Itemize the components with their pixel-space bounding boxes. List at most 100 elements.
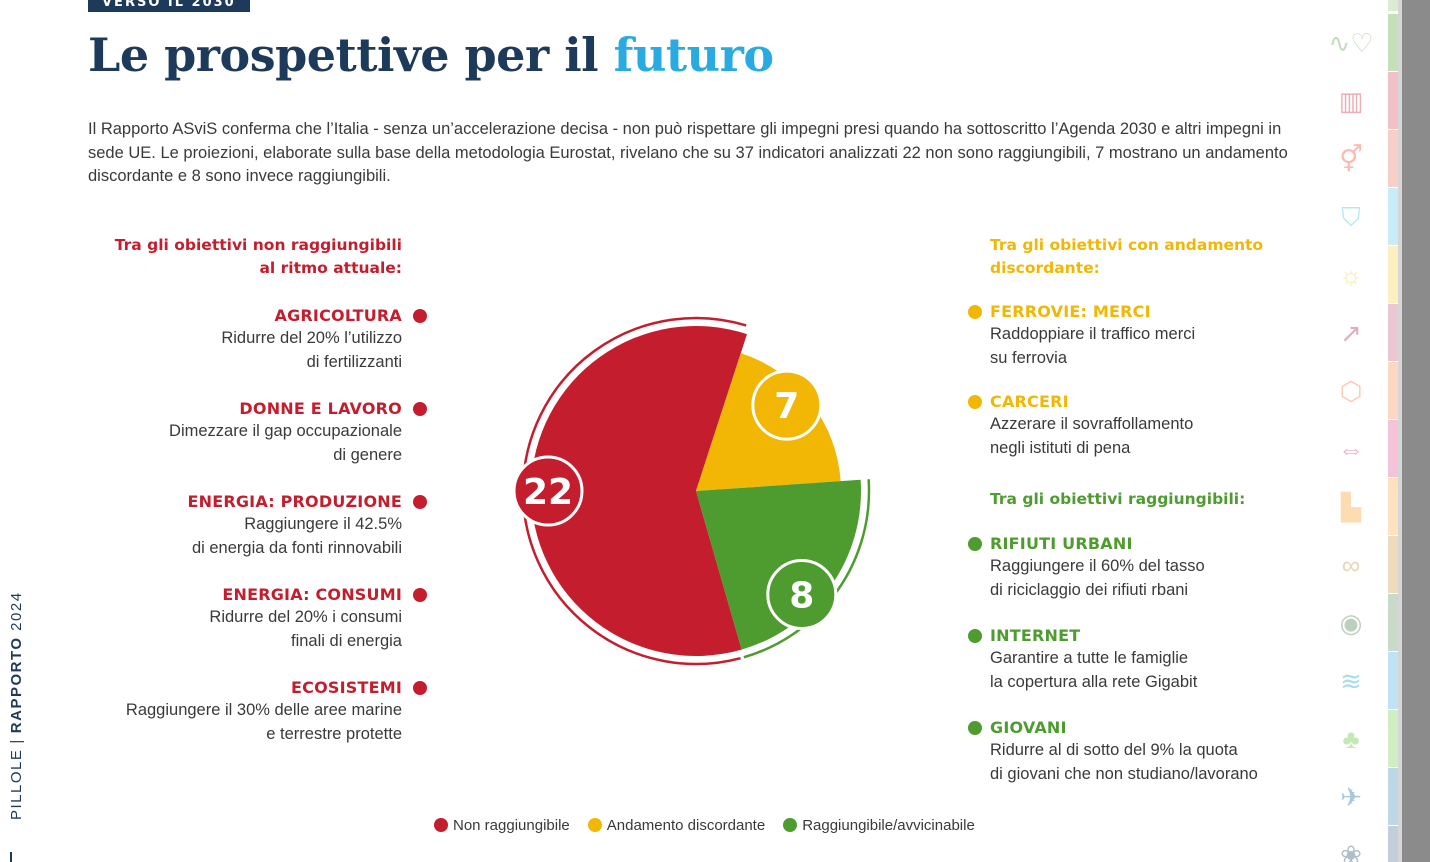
item-desc: Raddoppiare il traffico merci [990, 325, 1196, 343]
item-desc: Raggiungere il 30% delle aree marine [125, 701, 402, 719]
left-column-not-reachable: Tra gli obiettivi non raggiungibili al r… [60, 234, 427, 746]
red-dot-icon [413, 588, 427, 602]
item-desc: Azzerare il sovraffollamento [990, 415, 1194, 433]
item-desc: e terrestre protette [266, 724, 402, 743]
goal-item-carceri: CARCERI Azzerare il sovraffollamento neg… [968, 390, 1308, 460]
life-below-water-icon: ≋ [1318, 652, 1398, 709]
item-title: DONNE E LAVORO [239, 399, 402, 418]
separator: | [8, 738, 25, 744]
item-desc: Ridurre del 20% i consumi [209, 608, 402, 626]
goal-item-donne-lavoro: DONNE E LAVORO Dimezzare il gap occupazi… [60, 397, 427, 467]
section-kicker: VERSO IL 2030 [88, 0, 250, 12]
red-dot-icon [413, 402, 427, 416]
goal-item-agricoltura: AGRICOLTURA Ridurre del 20% l’utilizzo d… [60, 304, 427, 374]
legend-item-not-reachable: Non raggiungibile [434, 817, 570, 834]
item-desc: Raggiungere il 60% del tasso [990, 557, 1205, 575]
item-desc: negli istituti di pena [990, 438, 1131, 457]
red-dot-icon [434, 818, 448, 832]
item-title: CARCERI [990, 392, 1069, 411]
health-icon: ∿♡ [1318, 14, 1398, 71]
clean-water-icon: ⛉ [1318, 188, 1398, 245]
item-desc: Ridurre al di sotto del 9% la quota [990, 741, 1238, 759]
legend-label: Andamento discordante [606, 816, 766, 834]
item-desc: Garantire a tutte le famiglie [990, 649, 1189, 667]
partnerships-icon: ❀ [1318, 826, 1398, 862]
green-dot-icon [968, 629, 982, 643]
item-title: AGRICOLTURA [274, 306, 402, 325]
goal-item-rifiuti-urbani: RIFIUTI URBANI Raggiungere il 60% del ta… [968, 532, 1308, 602]
not-reachable-heading: Tra gli obiettivi non raggiungibili al r… [114, 236, 402, 277]
legend-label: Non raggiungibile [453, 816, 570, 834]
page-title: Le prospettive per il futuro [88, 28, 774, 82]
green-dot-icon [783, 818, 798, 832]
chart-legend: Non raggiungibile Andamento discordante … [434, 814, 975, 836]
page-edge-highlight [1398, 0, 1402, 862]
item-desc: Raggiungere il 42.5% [244, 515, 402, 533]
education-icon: ▥ [1318, 72, 1398, 129]
slice-reachable [696, 479, 861, 650]
legend-item-discordant: Andamento discordante [587, 816, 766, 834]
item-title: ENERGIA: PRODUZIONE [187, 492, 402, 511]
goal-item-ecosistemi: ECOSISTEMI Raggiungere il 30% delle aree… [60, 676, 427, 746]
goal-item-energia-produzione: ENERGIA: PRODUZIONE Raggiungere il 42.5%… [60, 490, 427, 560]
publication-side-label: PILLOLE|RAPPORTO 2024 [8, 591, 25, 820]
item-desc: su ferrovia [990, 348, 1068, 367]
slice-not-reachable [531, 326, 747, 656]
item-desc: di energia da fonti rinnovabili [191, 538, 402, 557]
data-label-not-reachable-text: 22 [523, 472, 573, 513]
item-title: RIFIUTI URBANI [990, 534, 1133, 553]
item-title: INTERNET [990, 626, 1081, 645]
item-desc: Dimezzare il gap occupazionale [169, 422, 402, 440]
green-dot-icon [968, 537, 982, 551]
responsible-consumption-icon: ∞ [1318, 536, 1398, 593]
slice-reachable-outline [743, 479, 871, 659]
discordant-heading: Tra gli obiettivi con andamento discorda… [990, 236, 1264, 277]
industry-innovation-icon: ⬡ [1318, 362, 1398, 419]
item-desc: finali di energia [291, 631, 402, 650]
item-desc: di riciclaggio dei rifiuti rbani [990, 580, 1189, 599]
item-desc: di fertilizzanti [306, 352, 402, 371]
yellow-dot-icon [587, 818, 602, 832]
goal-item-internet: INTERNET Garantire a tutte le famiglie l… [968, 624, 1308, 694]
data-label-not-reachable: 22 [512, 455, 584, 527]
green-dot-icon [968, 721, 982, 735]
data-label-discordant: 7 [751, 369, 823, 441]
item-title: FERROVIE: MERCI [990, 302, 1151, 321]
item-title: ECOSISTEMI [291, 678, 402, 697]
goal-item-ferrovie-merci: FERROVIE: MERCI Raddoppiare il traffico … [968, 300, 1308, 370]
goal-item-energia-consumi: ENERGIA: CONSUMI Ridurre del 20% i consu… [60, 583, 427, 653]
legend-item-reachable: Raggiungibile/avvicinabile [783, 817, 975, 834]
item-desc: la copertura alla rete Gigabit [990, 672, 1198, 691]
data-label-reachable: 8 [766, 558, 838, 630]
climate-action-icon: ◉ [1318, 594, 1398, 651]
item-desc: Ridurre del 20% l’utilizzo [221, 329, 402, 347]
pie-chart: 22 7 8 [512, 316, 871, 666]
sdg-icon-strip: ∿♡ ▥ ⚥ ⛉ ☼ ↗ ⬡ ⇔ ▙ ∞ ◉ ≋ ♣ ✈ ❀ [1318, 0, 1398, 862]
red-dot-icon [413, 495, 427, 509]
yellow-dot-icon [968, 305, 982, 319]
item-desc: di giovani che non studiano/lavorano [990, 764, 1258, 783]
gender-equality-icon: ⚥ [1318, 130, 1398, 187]
data-label-reachable-bubble [766, 558, 838, 630]
data-label-not-reachable-bubble [512, 455, 584, 527]
red-dot-icon [413, 309, 427, 323]
life-on-land-icon: ♣ [1318, 710, 1398, 767]
side-tick-mark [10, 852, 12, 862]
data-label-discordant-text: 7 [774, 386, 799, 427]
data-label-reachable-text: 8 [789, 575, 814, 616]
page-edge-shadow [1398, 0, 1430, 862]
right-column: Tra gli obiettivi con andamento discorda… [968, 234, 1308, 786]
goal-item-giovani: GIOVANI Ridurre al di sotto del 9% la qu… [968, 716, 1308, 786]
data-label-discordant-bubble [751, 369, 823, 441]
reduced-inequalities-icon: ⇔ [1318, 420, 1398, 477]
red-dot-icon [413, 681, 427, 695]
item-title: GIOVANI [990, 718, 1067, 737]
title-main: Le prospettive per il [88, 28, 599, 82]
goal-strip-top [1318, 0, 1398, 11]
sustainable-cities-icon: ▙ [1318, 478, 1398, 535]
item-desc: di genere [333, 445, 402, 464]
title-accent: futuro [613, 28, 774, 82]
peace-justice-icon: ✈ [1318, 768, 1398, 825]
economic-growth-icon: ↗ [1318, 304, 1398, 361]
legend-label: Raggiungibile/avvicinabile [802, 816, 975, 834]
